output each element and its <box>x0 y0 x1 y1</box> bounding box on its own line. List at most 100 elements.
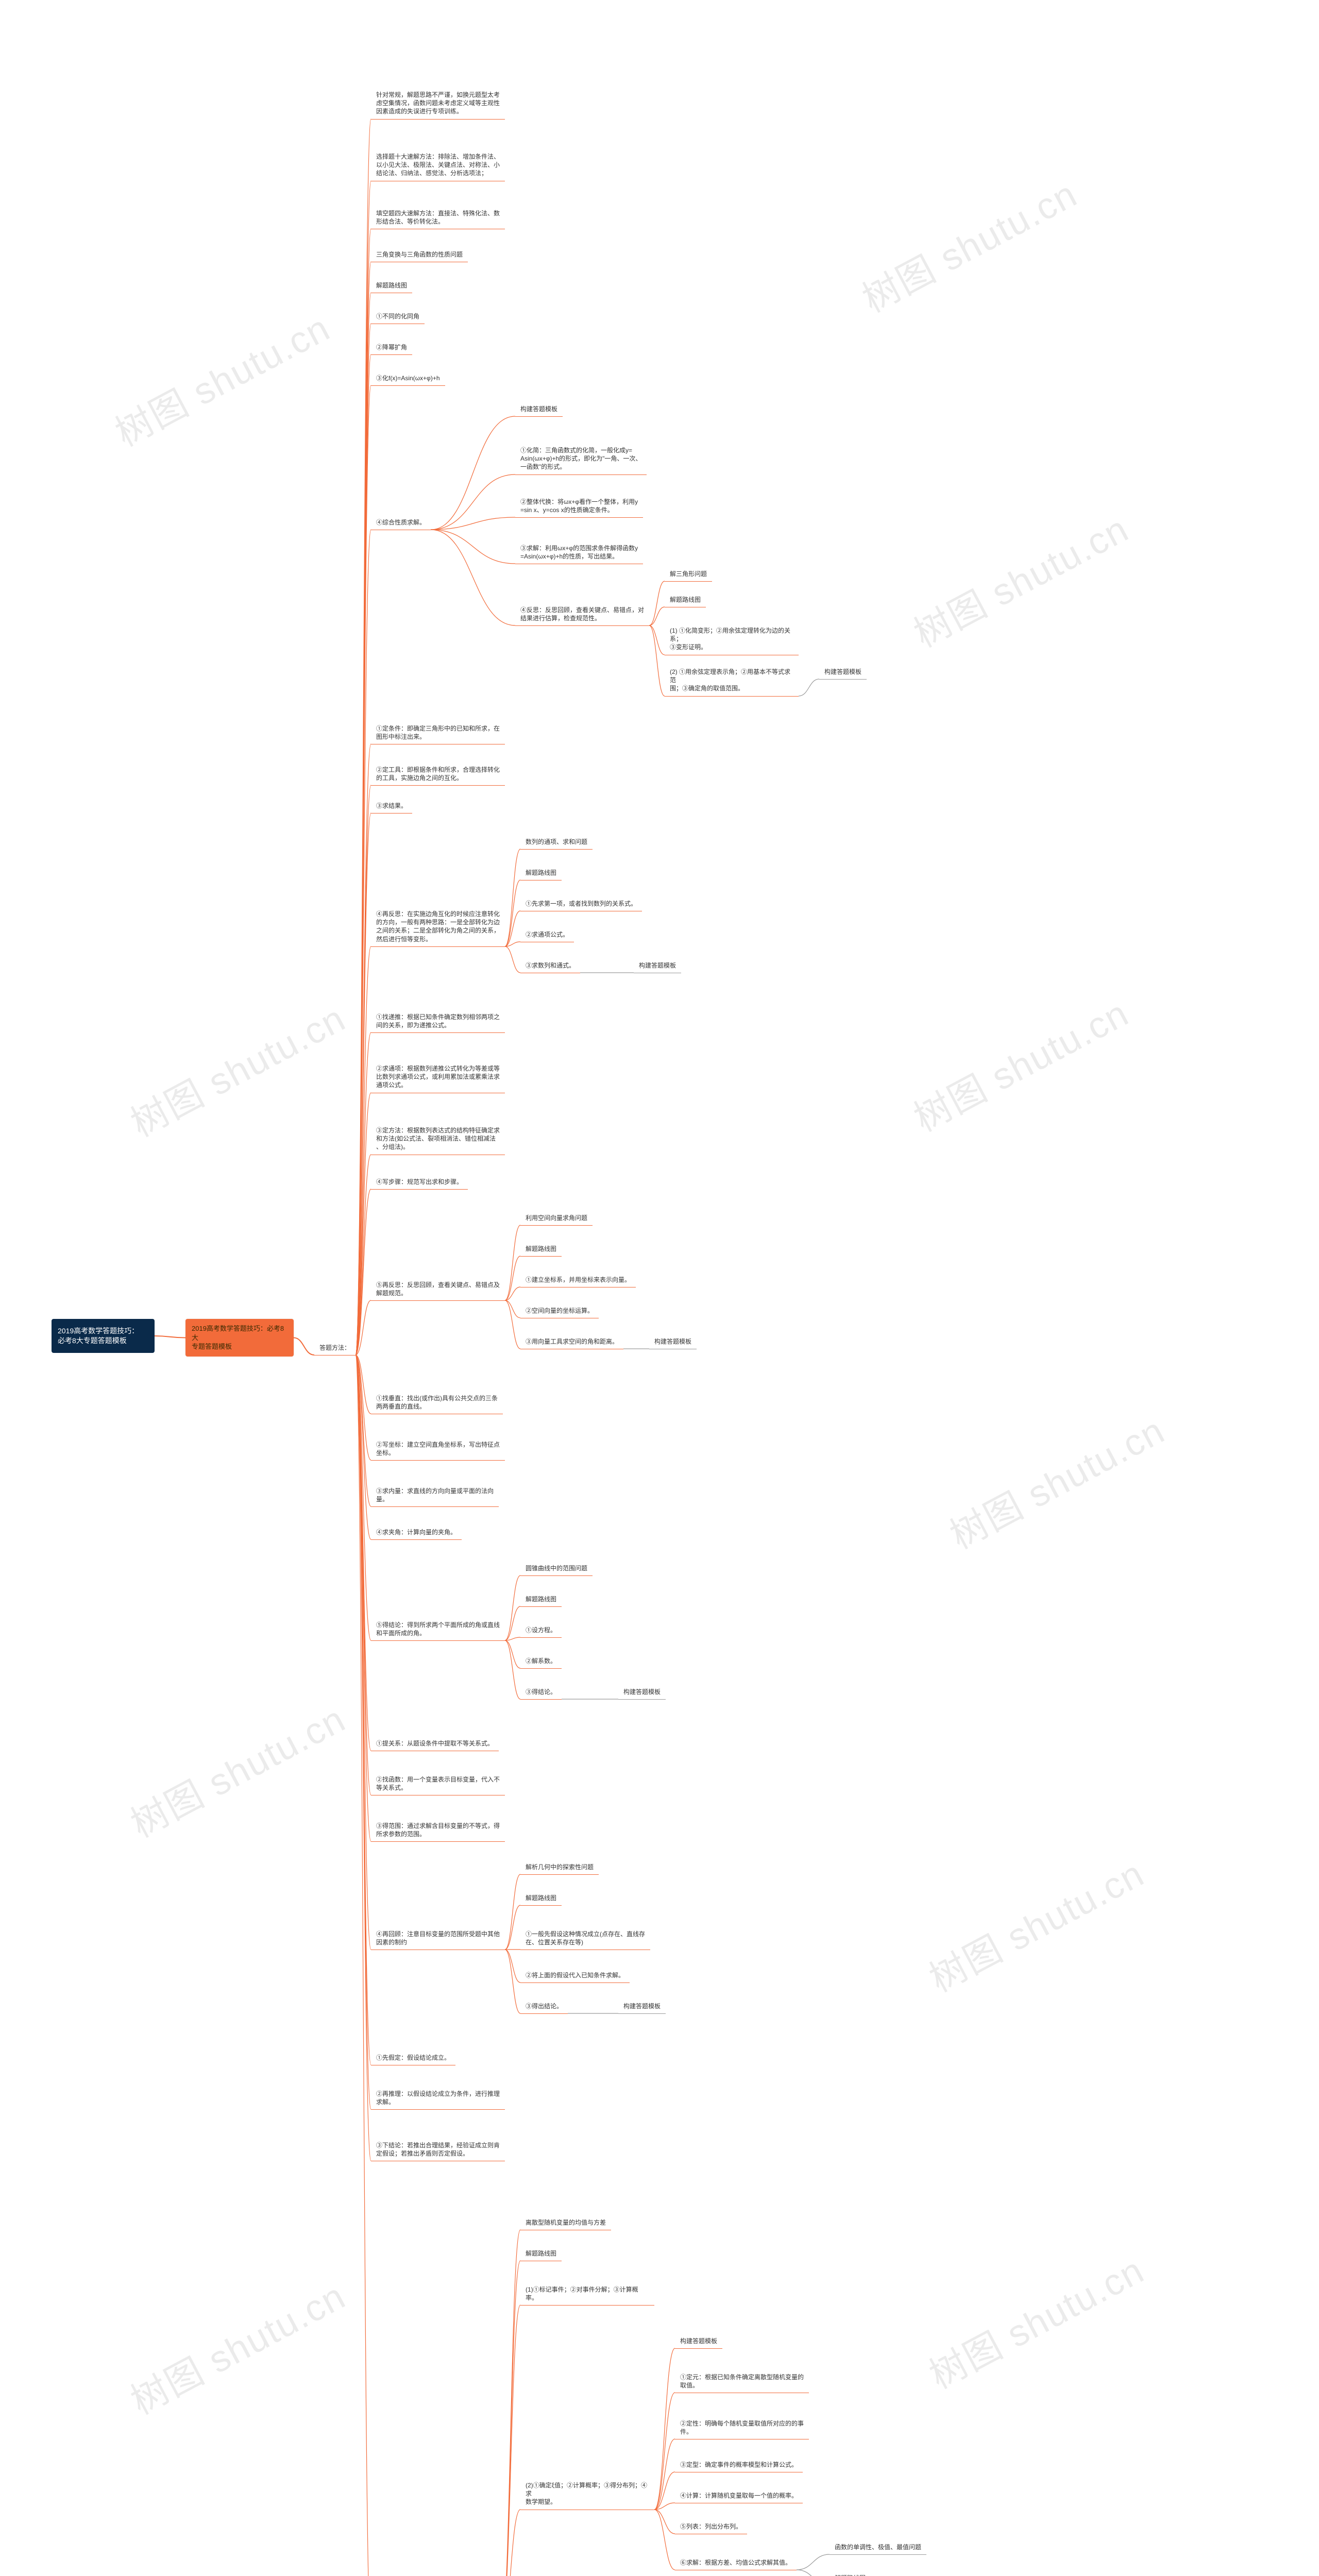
mindmap-node-a9b[interactable]: ①化简：三角函数式的化简，一般化成y= Asin(ωx+φ)+h的形式，即化为"… <box>515 443 647 474</box>
mindmap-node-a9[interactable]: ④综合性质求解。 <box>371 515 431 530</box>
mindmap-node-g1d2[interactable]: ①定元：根据已知条件确定离散型随机变量的 取值。 <box>675 2370 809 2393</box>
mindmap-node-L2[interactable]: 答题方法： <box>314 1341 356 1355</box>
node-underline <box>515 416 563 417</box>
mindmap-node-a8[interactable]: ③化f(x)=Asin(ωx+φ)+h <box>371 371 445 385</box>
mindmap-edge <box>356 1355 371 2065</box>
mindmap-node-a9e[interactable]: ④反思：反思回顾，查看关键点、易错点，对 结果进行估算，检查规范性。 <box>515 603 649 625</box>
mindmap-node-e4c[interactable]: ①一般先假设这种情况成立(点存在、直线存 在、位置关系存在等) <box>520 1927 650 1950</box>
mindmap-node-a9e4[interactable]: (2) ①用余弦定理表示角；②用基本不等式求范 围；③确定角的取值范围。 <box>665 665 799 696</box>
mindmap-node-a9d[interactable]: ③求解：利用ωx+φ的范围求条件解得函数y =Asin(ωx+φ)+h的性质，写… <box>515 541 643 564</box>
mindmap-node-d3[interactable]: ③求内量：求直线的方向向量或平面的法向 量。 <box>371 1484 499 1506</box>
mindmap-node-b1[interactable]: ①定条件：即确定三角形中的已知和所求，在 图形中标注出来。 <box>371 721 505 744</box>
mindmap-node-e4[interactable]: ④再回顾：注意目标变量的范围所受题中其他 因素的制约 <box>371 1927 505 1950</box>
mindmap-node-b3[interactable]: ③求结果。 <box>371 799 412 813</box>
mindmap-node-d5b[interactable]: 解题路线图 <box>520 1592 562 1606</box>
node-underline <box>371 1460 505 1461</box>
mindmap-node-c4[interactable]: ④写步骤：规范写出求和步骤。 <box>371 1175 468 1189</box>
mindmap-node-d4[interactable]: ④求夹角：计算向量的夹角。 <box>371 1525 462 1539</box>
node-underline <box>618 2013 666 2014</box>
mindmap-edge <box>505 1256 520 1300</box>
mindmap-node-d2[interactable]: ②写坐标：建立空间直角坐标系，写出特征点 坐标。 <box>371 1437 505 1460</box>
mindmap-node-e4e1[interactable]: 构建答题模板 <box>618 1999 666 2013</box>
mindmap-node-a9e4a[interactable]: 构建答题模板 <box>819 665 867 679</box>
mindmap-node-b2[interactable]: ②定工具：即根据条件和所求，合理选择转化 的工具，实施边角之间的互化。 <box>371 762 505 785</box>
mindmap-node-a9e3[interactable]: (1) ①化简变形；②用余弦定理转化为边的关系； ③变形证明。 <box>665 623 799 655</box>
mindmap-node-b4[interactable]: ④再反思：在实施边角互化的时候应注意转化 的方向，一般有两种思路：一是全部转化为… <box>371 907 505 946</box>
mindmap-node-g1d7b[interactable]: 解题路线图 <box>830 2571 871 2576</box>
mindmap-node-a9a[interactable]: 构建答题模板 <box>515 402 563 416</box>
mindmap-node-e4e[interactable]: ③得出结论。 <box>520 1999 568 2013</box>
mindmap-node-g1d1[interactable]: 构建答题模板 <box>675 2334 722 2348</box>
mindmap-node-d5[interactable]: ⑤得结论：得到所求两个平面所成的角或直线 和平面所成的角。 <box>371 1618 505 1640</box>
node-underline <box>371 1189 468 1190</box>
mindmap-node-f1[interactable]: ①先假定：假设结论成立。 <box>371 2050 455 2065</box>
mindmap-node-a6[interactable]: ①不同的化同角 <box>371 309 425 324</box>
mindmap-node-e4d[interactable]: ②将上面的假设代入已知条件求解。 <box>520 1968 630 1982</box>
mindmap-node-d5a[interactable]: 圆锥曲线中的范围问题 <box>520 1561 593 1575</box>
mindmap-node-g1a[interactable]: 离散型随机变量的均值与方差 <box>520 2215 611 2230</box>
mindmap-node-b4c[interactable]: ①先求第一项，或者找到数列的关系式。 <box>520 896 642 911</box>
node-underline <box>371 1506 499 1507</box>
mindmap-node-c5e[interactable]: ③用向量工具求空间的角和距离。 <box>520 1334 623 1349</box>
mindmap-node-b4d[interactable]: ②求通项公式。 <box>520 927 574 942</box>
mindmap-node-a7[interactable]: ②降幂扩角 <box>371 340 412 354</box>
mindmap-node-a3[interactable]: 填空题四大速解方法：直接法、特殊化法、数 形结合法、等价转化法。 <box>371 206 505 229</box>
mindmap-edge <box>356 385 371 1355</box>
mindmap-edge <box>654 2393 675 2510</box>
mindmap-edge <box>501 2261 520 2576</box>
mindmap-node-d1[interactable]: ①找垂直：找出(或作出)具有公共交点的三条 两两垂直的直线。 <box>371 1391 503 1414</box>
mindmap-node-d5c[interactable]: ①设方程。 <box>520 1623 562 1637</box>
mindmap-node-c5d[interactable]: ②空间向量的坐标运算。 <box>520 1303 599 1318</box>
mindmap-edge <box>505 1905 520 1950</box>
mindmap-edge <box>294 1338 314 1355</box>
mindmap-node-g1c[interactable]: (1)①标记事件；②对事件分解；③计算概率。 <box>520 2282 654 2305</box>
mindmap-node-g1d6[interactable]: ⑤列表：列出分布列。 <box>675 2519 747 2534</box>
mindmap-node-f3[interactable]: ③下结论：若推出合理结果，经验证成立则肯 定假设；若推出矛盾则否定假设。 <box>371 2138 505 2161</box>
mindmap-node-c5b[interactable]: 解题路线图 <box>520 1242 562 1256</box>
mindmap-node-d5d[interactable]: ②解系数。 <box>520 1654 562 1668</box>
mindmap-node-d5e1[interactable]: 构建答题模板 <box>618 1685 666 1699</box>
mindmap-node-g1d[interactable]: (2)①确定ξ值；②计算概率；③得分布列；④求 数学期望。 <box>520 2478 654 2510</box>
mindmap-node-g1d7a[interactable]: 函数的单调性、极值、最值问题 <box>830 2540 926 2554</box>
mindmap-node-c5c[interactable]: ①建立坐标系，并用坐标来表示向量。 <box>520 1273 636 1287</box>
mindmap-node-c5e1[interactable]: 构建答题模板 <box>649 1334 697 1349</box>
node-underline <box>665 581 712 582</box>
mindmap-node-f2[interactable]: ②再推理：以假设结论成立为条件，进行推理 求解。 <box>371 2087 505 2109</box>
node-underline <box>371 1539 462 1540</box>
mindmap-node-e1[interactable]: ①提关系：从题设条件中提取不等关系式。 <box>371 1736 499 1751</box>
mindmap-node-e4a[interactable]: 解析几何中的探索性问题 <box>520 1860 599 1874</box>
mindmap-node-c5[interactable]: ⑤再反思：反思回顾，查看关键点、易错点及 解题规范。 <box>371 1278 505 1300</box>
mindmap-node-c1[interactable]: ①找递推：根据已知条件确定数列相邻两项之 间的关系，即为递推公式。 <box>371 1010 505 1032</box>
mindmap-edge <box>505 911 520 946</box>
mindmap-node-c2[interactable]: ②求通项：根据数列递推公式转化为等差或等 比数列求通项公式，或利用累加法或累乘法… <box>371 1061 505 1093</box>
mindmap-node-e2[interactable]: ②找函数：用一个变量表示目标变量，代入不 等关系式。 <box>371 1772 505 1795</box>
mindmap-node-a5[interactable]: 解题路线图 <box>371 278 412 293</box>
mindmap-node-c3[interactable]: ③定方法：根据数列表达式的结构特征确定求 和方法(如公式法、裂项相消法、错位相减… <box>371 1123 505 1155</box>
mindmap-node-a2[interactable]: 选择题十大速解方法：排除法、增加条件法、 以小见大法、极限法、关键点法、对称法、… <box>371 149 505 181</box>
mindmap-node-a1[interactable]: 针对常规，解题思路不严谨，如换元题型太考 虑空集情况，函数问题未考虑定义域等主观… <box>371 88 505 119</box>
mindmap-node-d5e[interactable]: ③得结论。 <box>520 1685 562 1699</box>
mindmap-node-b4e[interactable]: ③求数列和通式。 <box>520 958 580 973</box>
mindmap-node-a9c[interactable]: ②整体代换：将ωx+φ看作一个整体，利用y =sin x、y=cos x的性质确… <box>515 495 643 517</box>
mindmap-node-g1b[interactable]: 解题路线图 <box>520 2246 562 2261</box>
mindmap-node-g1d3[interactable]: ②定性：明确每个随机变量取值所对应的的事 件。 <box>675 2416 809 2439</box>
node-underline <box>520 1256 562 1257</box>
mindmap-node-b4a[interactable]: 数列的通项、求和问题 <box>520 835 593 849</box>
node-underline <box>371 1300 505 1301</box>
mindmap-node-g1d7[interactable]: ⑥求解：根据方差、均值公式求解其值。 <box>675 2555 797 2570</box>
mindmap-node-g1d5[interactable]: ④计算：计算随机变量取每一个值的概率。 <box>675 2488 803 2503</box>
mindmap-node-g1d4[interactable]: ③定型：确定事件的概率模型和计算公式。 <box>675 2458 803 2472</box>
mindmap-node-a9e1[interactable]: 解三角形问题 <box>665 567 712 581</box>
mindmap-node-e3[interactable]: ③得范围：通过求解含目标变量的不等式，得 所求参数的范围。 <box>371 1819 505 1841</box>
mindmap-node-a9e2[interactable]: 解题路线图 <box>665 592 706 607</box>
mindmap-node-root[interactable]: 2019高考数学答题技巧： 必考8大专题答题模板 <box>52 1319 155 1353</box>
mindmap-edge <box>356 293 371 1355</box>
mindmap-node-c5a[interactable]: 利用空间向量求角问题 <box>520 1211 593 1225</box>
mindmap-node-a4[interactable]: 三角变换与三角函数的性质问题 <box>371 247 468 262</box>
mindmap-node-b4b[interactable]: 解题路线图 <box>520 866 562 880</box>
mindmap-node-b4e1[interactable]: 构建答题模板 <box>634 958 681 973</box>
mindmap-node-L1[interactable]: 2019高考数学答题技巧：必考8大 专题答题模板 <box>185 1319 294 1357</box>
mindmap-node-e4b[interactable]: 解题路线图 <box>520 1891 562 1905</box>
edges-layer <box>0 0 1319 2576</box>
mindmap-edge <box>505 1287 520 1300</box>
